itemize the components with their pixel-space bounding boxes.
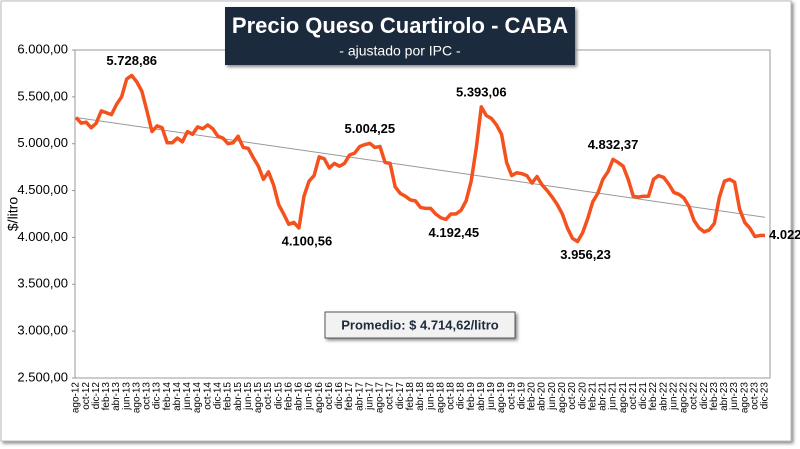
x-tick-label: jun-23: [729, 382, 740, 411]
x-tick-label: ago-13: [131, 382, 142, 414]
x-tick-label: ago-19: [496, 382, 507, 414]
x-tick-label: ago-17: [375, 382, 386, 414]
x-tick-label: dic-14: [212, 382, 223, 410]
x-tick-label: ago-18: [435, 382, 446, 414]
x-tick-label: oct-14: [202, 382, 213, 410]
x-tick-label: abr-19: [476, 382, 487, 411]
x-tick-label: feb-18: [405, 382, 416, 411]
x-tick-label: abr-16: [294, 382, 305, 411]
x-tick-label: oct-18: [446, 382, 457, 410]
x-tick-label: oct-12: [81, 382, 92, 410]
x-tick-label: jun-18: [425, 382, 436, 411]
x-tick-label: abr-21: [598, 382, 609, 411]
x-tick-label: oct-21: [628, 382, 639, 410]
y-tick-label: 2.500,00: [17, 369, 68, 384]
x-tick-label: ago-23: [739, 382, 750, 414]
x-tick-label: abr-22: [658, 382, 669, 411]
x-tick-label: oct-13: [142, 382, 153, 410]
x-tick-label: oct-22: [689, 382, 700, 410]
x-tick-label: feb-21: [587, 382, 598, 411]
title-box: [225, 7, 575, 65]
data-label: 4.100,56: [282, 233, 333, 248]
data-label: 5.004,25: [345, 121, 396, 136]
x-tick-label: feb-17: [344, 382, 355, 411]
x-tick-label: dic-13: [152, 382, 163, 410]
x-tick-label: abr-13: [111, 382, 122, 411]
data-label: 4.832,37: [588, 137, 639, 152]
x-tick-label: dic-12: [91, 382, 102, 410]
x-tick-label: feb-15: [223, 382, 234, 411]
y-tick-label: 4.000,00: [17, 229, 68, 244]
x-tick-label: jun-21: [608, 382, 619, 411]
x-tick-label: dic-16: [334, 382, 345, 410]
x-tick-label: feb-20: [527, 382, 538, 411]
x-tick-label: dic-20: [577, 382, 588, 410]
y-tick-label: 4.500,00: [17, 182, 68, 197]
x-tick-label: oct-20: [567, 382, 578, 410]
annotation: Promedio: $ 4.714,62/litro: [341, 317, 499, 332]
x-tick-label: ago-21: [618, 382, 629, 414]
x-tick-label: dic-19: [516, 382, 527, 410]
data-label: 5.393,06: [456, 84, 507, 99]
x-tick-label: dic-21: [638, 382, 649, 410]
x-tick-label: jun-22: [668, 382, 679, 411]
y-tick-label: 3.500,00: [17, 276, 68, 291]
data-label: 3.956,23: [560, 247, 611, 262]
x-tick-label: jun-15: [243, 382, 254, 411]
x-tick-label: ago-12: [71, 382, 82, 414]
data-line: [74, 73, 766, 244]
x-tick-label: dic-15: [273, 382, 284, 410]
y-axis-title: $/litro: [5, 197, 21, 231]
x-tick-label: oct-17: [385, 382, 396, 410]
x-tick-label: dic-22: [699, 382, 710, 410]
chart-subtitle: - ajustado por IPC -: [339, 43, 461, 59]
x-tick-label: dic-17: [395, 382, 406, 410]
x-tick-label: oct-19: [506, 382, 517, 410]
y-tick-label: 5.000,00: [17, 135, 68, 150]
x-tick-label: feb-23: [709, 382, 720, 411]
x-tick-label: abr-15: [233, 382, 244, 411]
x-tick-label: abr-20: [537, 382, 548, 411]
x-tick-label: jun-19: [486, 382, 497, 411]
x-tick-label: jun-13: [121, 382, 132, 411]
x-tick-label: oct-15: [263, 382, 274, 410]
x-tick-label: feb-16: [283, 382, 294, 411]
x-tick-label: oct-16: [324, 382, 335, 410]
x-tick-label: abr-17: [354, 382, 365, 411]
x-tick-label: ago-16: [314, 382, 325, 414]
x-tick-label: jun-17: [364, 382, 375, 411]
x-tick-label: jun-16: [304, 382, 315, 411]
chart-title: Precio Queso Cuartirolo - CABA: [232, 13, 568, 38]
x-tick-label: ago-15: [253, 382, 264, 414]
x-tick-label: feb-22: [648, 382, 659, 411]
y-tick-label: 6.000,00: [17, 41, 68, 56]
x-tick-label: abr-14: [172, 382, 183, 411]
y-tick-label: 3.000,00: [17, 323, 68, 338]
data-label: 5.728,86: [106, 53, 157, 68]
x-tick-label: feb-14: [162, 382, 173, 411]
x-tick-label: ago-20: [557, 382, 568, 414]
data-label: 4.192,45: [429, 225, 480, 240]
x-tick-label: ago-14: [192, 382, 203, 414]
x-tick-label: oct-23: [750, 382, 761, 410]
x-tick-label: abr-23: [719, 382, 730, 411]
x-tick-label: dic-18: [456, 382, 467, 410]
x-tick-label: feb-19: [466, 382, 477, 411]
x-tick-label: abr-18: [415, 382, 426, 411]
x-tick-label: jun-14: [182, 382, 193, 411]
y-tick-label: 5.500,00: [17, 88, 68, 103]
x-tick-label: feb-13: [101, 382, 112, 411]
x-tick-label: ago-22: [679, 382, 690, 414]
x-tick-label: dic-23: [760, 382, 771, 410]
data-label: 4.022,40: [769, 227, 800, 242]
annotation-box: [324, 311, 516, 339]
x-tick-label: jun-20: [547, 382, 558, 411]
